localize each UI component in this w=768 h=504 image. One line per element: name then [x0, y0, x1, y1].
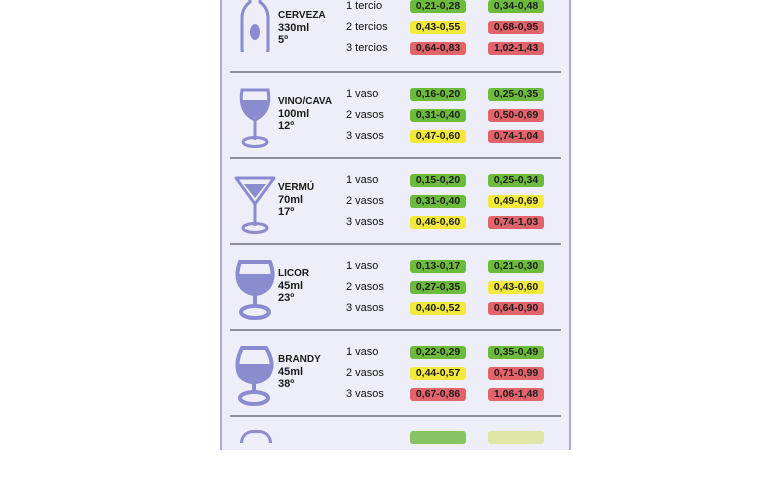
drink-name: CERVEZA — [278, 10, 326, 21]
range-badge: 0,31-0,40 — [410, 195, 466, 208]
section-divider — [230, 415, 561, 417]
section-divider — [230, 329, 561, 331]
quantity-label: 3 vasos — [346, 302, 384, 314]
beer-bottle-icon — [240, 0, 270, 52]
liqueur-glass-icon — [235, 260, 275, 320]
drink-degree: 23º — [278, 292, 295, 304]
range-badge: 0,46-0,60 — [410, 216, 466, 229]
range-badge: 0,43-0,55 — [410, 21, 466, 34]
drink-name: BRANDY — [278, 354, 321, 365]
range-badge: 0,35-0,49 — [488, 346, 544, 359]
quantity-label: 2 vasos — [346, 195, 384, 207]
range-badge: 0,22-0,29 — [410, 346, 466, 359]
range-badge: 0,34-0,48 — [488, 0, 544, 13]
quantity-label: 1 tercio — [346, 0, 383, 12]
range-badge: 0,47-0,60 — [410, 130, 466, 143]
drink-name: VINO/CAVA — [278, 96, 333, 107]
range-badge: 0,16-0,20 — [410, 88, 466, 101]
section-vino-cava: VINO/CAVA 100ml 12º 1 vaso 0,16-0,20 0,2… — [222, 74, 569, 160]
quantity-label: 3 vasos — [346, 130, 384, 142]
range-badge: 0,27-0,35 — [410, 281, 466, 294]
range-badge: 0,64-0,90 — [488, 302, 544, 315]
drink-info: VINO/CAVA 100ml 12º — [278, 96, 332, 132]
quantity-label: 1 vaso — [346, 260, 379, 272]
quantity-label: 3 vasos — [346, 216, 384, 228]
range-badge — [488, 431, 544, 444]
drink-info: BRANDY 45ml 38º — [278, 354, 321, 390]
range-badge: 0,71-0,99 — [488, 367, 544, 380]
range-badge: 0,44-0,57 — [410, 367, 466, 380]
quantity-label: 1 vaso — [346, 346, 379, 358]
martini-glass-icon — [234, 176, 276, 234]
brandy-glass-icon — [235, 346, 274, 406]
range-badge: 0,50-0,69 — [488, 109, 544, 122]
drink-degree: 5º — [278, 34, 289, 46]
range-badge: 0,15-0,20 — [410, 174, 466, 187]
quantity-label: 2 vasos — [346, 281, 384, 293]
range-badge: 0,74-1,04 — [488, 130, 544, 143]
range-badge: 1,02-1,43 — [488, 42, 544, 55]
section-partial — [222, 418, 569, 504]
quantity-label: 1 vaso — [346, 174, 379, 186]
range-badge: 0,25-0,35 — [488, 88, 544, 101]
quantity-label: 2 vasos — [346, 109, 384, 121]
range-badge: 0,31-0,40 — [410, 109, 466, 122]
range-badge: 0,68-0,95 — [488, 21, 544, 34]
section-divider — [230, 71, 561, 73]
drink-degree: 12º — [278, 120, 295, 132]
range-badge: 0,13-0,17 — [410, 260, 466, 273]
drink-volume: 70ml — [278, 194, 304, 206]
range-badge: 0,21-0,30 — [488, 260, 544, 273]
quantity-label: 3 tercios — [346, 42, 388, 54]
section-divider — [230, 157, 561, 159]
quantity-label: 1 vaso — [346, 88, 379, 100]
section-licor: LICOR 45ml 23º 1 vaso 0,13-0,17 0,21-0,3… — [222, 246, 569, 332]
drink-volume: 45ml — [278, 366, 304, 378]
wine-glass-icon — [239, 88, 271, 148]
section-divider — [230, 243, 561, 245]
range-badge: 0,64-0,83 — [410, 42, 466, 55]
drink-info: VERMÚ 70ml 17º — [278, 182, 314, 218]
quantity-label: 2 tercios — [346, 21, 388, 33]
range-badge: 0,25-0,34 — [488, 174, 544, 187]
drink-degree: 17º — [278, 206, 295, 218]
section-vermu: VERMÚ 70ml 17º 1 vaso 0,15-0,20 0,25-0,3… — [222, 160, 569, 246]
section-cerveza: CERVEZA 330ml 5º 1 tercio 0,21-0,28 0,34… — [222, 0, 569, 74]
drink-volume: 100ml — [278, 108, 310, 120]
drink-volume: 330ml — [278, 22, 310, 34]
quantity-label: 2 vasos — [346, 367, 384, 379]
range-badge — [410, 431, 466, 444]
range-badge: 0,21-0,28 — [410, 0, 466, 13]
drink-name: LICOR — [278, 268, 310, 279]
section-brandy: BRANDY 45ml 38º 1 vaso 0,22-0,29 0,35-0,… — [222, 332, 569, 418]
range-badge: 1,06-1,48 — [488, 388, 544, 401]
drink-name: VERMÚ — [278, 182, 315, 193]
drink-degree: 38º — [278, 378, 295, 390]
alcohol-table-panel: CERVEZA 330ml 5º 1 tercio 0,21-0,28 0,34… — [220, 0, 571, 450]
drink-info: LICOR 45ml 23º — [278, 268, 309, 304]
range-badge: 0,49-0,69 — [488, 195, 544, 208]
range-badge: 0,40-0,52 — [410, 302, 466, 315]
range-badge: 0,67-0,86 — [410, 388, 466, 401]
range-badge: 0,43-0,60 — [488, 281, 544, 294]
quantity-label: 3 vasos — [346, 388, 384, 400]
drink-volume: 45ml — [278, 280, 304, 292]
drink-info: CERVEZA 330ml 5º — [278, 10, 326, 46]
range-badge: 0,74-1,03 — [488, 216, 544, 229]
